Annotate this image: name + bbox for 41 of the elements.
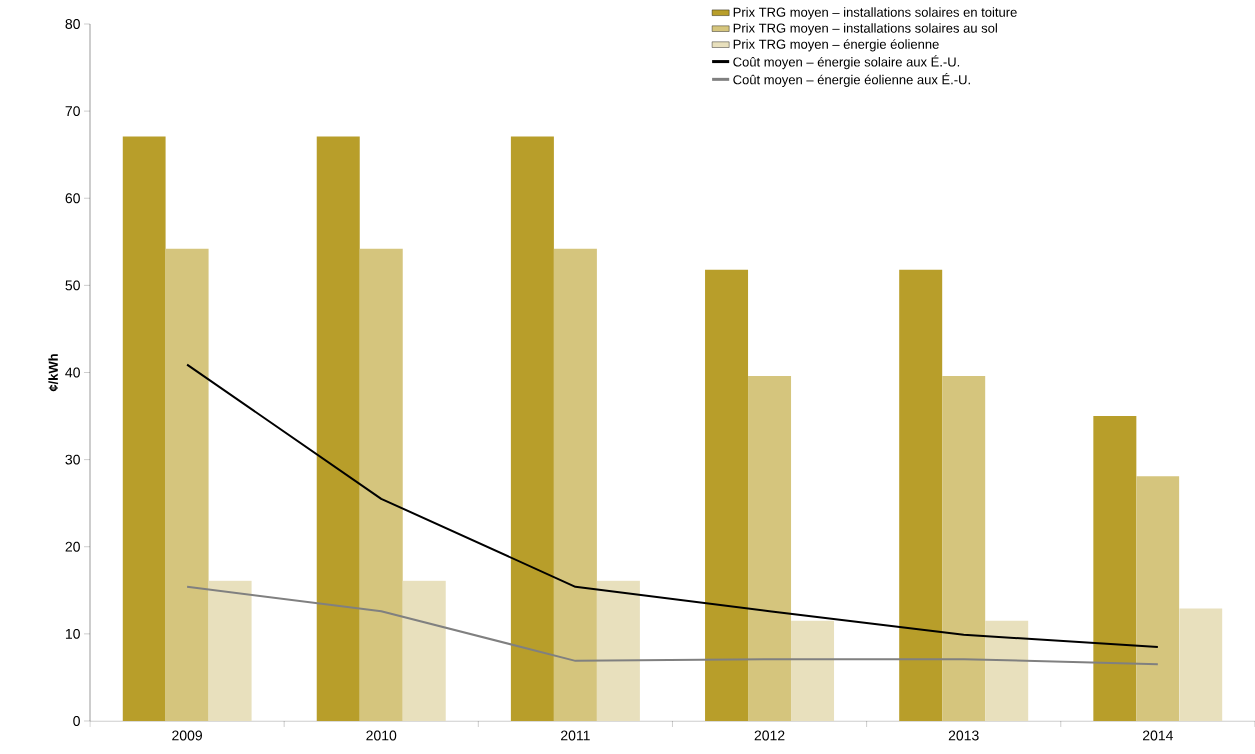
legend-label: Coût moyen – énergie éolienne aux É.-U. bbox=[733, 72, 970, 87]
bar bbox=[359, 248, 403, 721]
y-tick-label: 60 bbox=[65, 193, 80, 204]
y-tick-label: 10 bbox=[65, 628, 80, 639]
line-series bbox=[186, 585, 1159, 666]
bar bbox=[1179, 608, 1223, 721]
bar bbox=[791, 620, 835, 721]
y-tick-label: 80 bbox=[65, 19, 80, 29]
bar bbox=[1136, 476, 1180, 721]
legend-label: Prix TRG moyen – installations solaires en toiture bbox=[733, 7, 1017, 20]
y-tick-label: 20 bbox=[65, 541, 80, 552]
y-tick-label: 70 bbox=[65, 106, 80, 117]
line-series bbox=[186, 363, 1159, 648]
bar bbox=[899, 269, 943, 721]
x-tick-label: 2009 bbox=[172, 730, 202, 741]
y-axis-title: ¢/kWh bbox=[48, 354, 59, 392]
x-tick-label: 2010 bbox=[366, 730, 397, 741]
legend-label: Coût moyen – énergie solaire aux É.-U. bbox=[733, 55, 960, 70]
x-tick-label: 2011 bbox=[561, 730, 590, 741]
bar bbox=[1093, 416, 1137, 721]
y-tick-label: 0 bbox=[73, 716, 80, 726]
bar bbox=[596, 580, 640, 721]
bar bbox=[165, 248, 209, 721]
bar bbox=[316, 136, 360, 721]
bar bbox=[748, 375, 792, 721]
legend-label: Prix TRG moyen – installations solaires au sol bbox=[733, 23, 997, 36]
bar bbox=[122, 136, 166, 721]
y-tick-label: 50 bbox=[65, 280, 80, 291]
bar bbox=[208, 580, 252, 721]
bar bbox=[705, 269, 749, 721]
y-tick-label: 30 bbox=[65, 454, 80, 465]
bar bbox=[942, 375, 986, 721]
x-tick-label: 2012 bbox=[754, 730, 785, 741]
bar bbox=[985, 620, 1029, 721]
legend-label: Prix TRG moyen – énergie éolienne bbox=[733, 39, 939, 52]
bar bbox=[402, 580, 446, 721]
x-tick-label: 2013 bbox=[948, 730, 979, 741]
x-tick-label: 2014 bbox=[1142, 730, 1173, 741]
y-tick-label: 40 bbox=[65, 367, 80, 378]
bar bbox=[553, 248, 597, 721]
bar bbox=[510, 136, 554, 721]
